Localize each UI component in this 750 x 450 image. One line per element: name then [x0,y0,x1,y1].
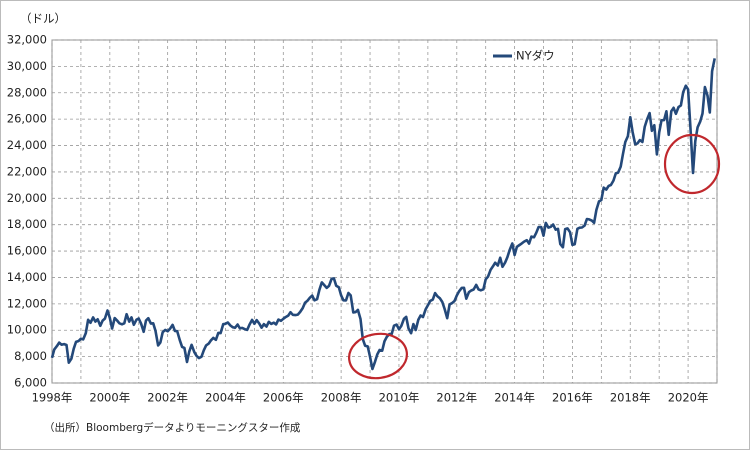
x-tick-label: 2020年 [668,391,709,405]
x-tick-label: 2018年 [610,391,651,405]
y-tick-label: 28,000 [7,85,47,99]
x-tick-label: 2010年 [379,391,420,405]
annotation-circle [348,332,408,380]
plot: 6,000 8,000 10,000 12,000 14,000 16,000 18,000… [7,33,718,405]
y-tick-label: 6,000 [14,376,47,390]
source-note: （出所）Bloombergデータよりモーニングスター作成 [44,421,301,434]
y-tick-label: 16,000 [7,244,47,258]
x-tick-label: 2016年 [552,391,593,405]
legend-label: NYダウ [516,49,555,63]
y-tick-label: 18,000 [7,217,47,231]
y-tick-label: 20,000 [7,191,47,205]
y-tick-label: 22,000 [7,164,47,178]
y-tick-label: 24,000 [7,138,47,152]
y-tick-label: 8,000 [14,349,47,363]
plot-area [51,39,718,384]
y-tick-label: 32,000 [7,33,47,47]
annotation-circle [663,133,721,195]
y-tick-label: 14,000 [7,270,47,284]
x-tick-label: 2006年 [263,391,304,405]
x-tick-label: 2002年 [147,391,188,405]
x-tick-label: 2000年 [89,391,130,405]
x-tick-label: 2004年 [205,391,246,405]
x-tick-label: 2014年 [494,391,535,405]
x-tick-label: 2008年 [321,391,362,405]
unit-label: （ドル） [20,12,66,26]
data-line [50,58,716,371]
y-tick-label: 30,000 [7,59,47,73]
x-tick-label: 2012年 [436,391,477,405]
y-tick-label: 12,000 [7,296,47,310]
x-tick-label: 1998年 [32,391,73,405]
y-tick-label: 10,000 [7,323,47,337]
y-tick-label: 26,000 [7,112,47,126]
